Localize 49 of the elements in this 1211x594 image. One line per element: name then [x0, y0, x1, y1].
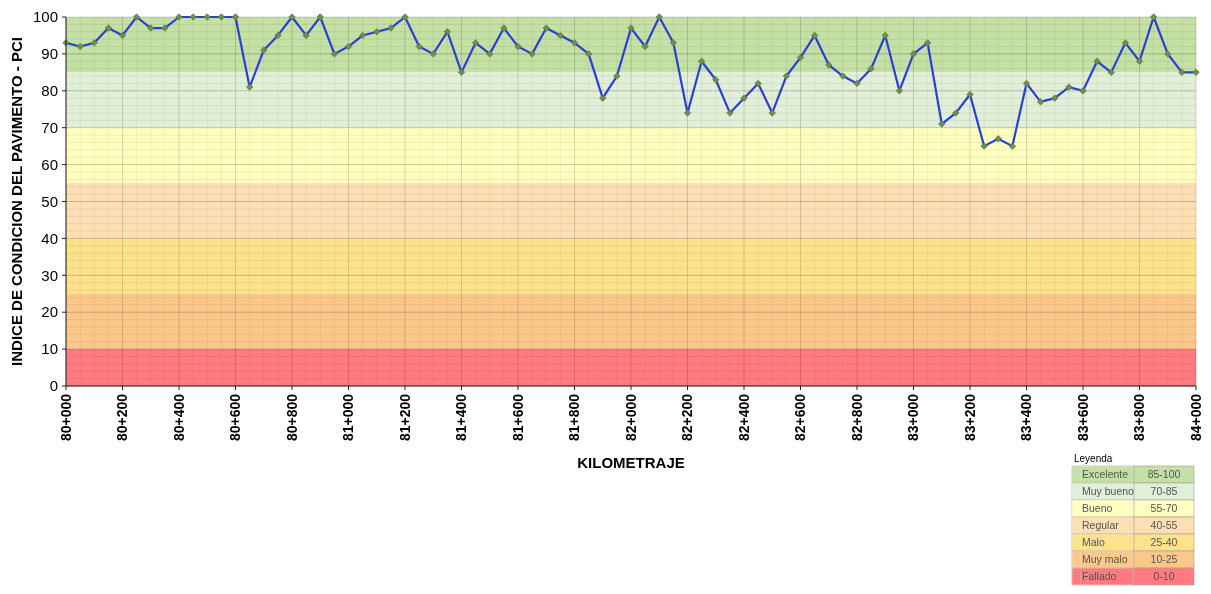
y-tick-label: 60: [41, 155, 58, 173]
legend-label: Bueno: [1082, 502, 1113, 515]
legend-label: Muy malo: [1082, 553, 1128, 566]
y-axis-title: INDICE DE CONDICION DEL PAVIMENTO - PCI: [8, 37, 25, 366]
text: 55-70: [1150, 502, 1178, 515]
y-tick-label: 80: [41, 82, 58, 100]
x-tick-label: 81+200: [396, 393, 413, 442]
legend-label: Regular: [1082, 519, 1120, 532]
legend-label: Muy bueno: [1082, 485, 1135, 498]
x-axis-title: KILOMETRAJE: [577, 454, 685, 471]
x-tick-label: 83+600: [1074, 393, 1091, 442]
x-tick-label: 81+800: [566, 393, 583, 442]
text: 0-10: [1153, 570, 1175, 583]
x-tick-label: 80+800: [283, 393, 300, 442]
x-tick-label: 82+400: [735, 393, 752, 442]
y-tick-label: 90: [41, 45, 58, 63]
x-tick-label: 81+600: [509, 393, 526, 442]
y-tick-label: 50: [41, 192, 58, 210]
x-tick-label: 82+000: [622, 393, 639, 442]
text: 70-85: [1150, 485, 1178, 498]
text: 25-40: [1150, 536, 1178, 549]
x-tick-label: 83+000: [905, 393, 922, 442]
text: 40-55: [1150, 519, 1178, 532]
y-tick-label: 30: [41, 266, 58, 284]
legend-label: Malo: [1082, 536, 1105, 549]
y-tick-label: 20: [41, 303, 58, 321]
x-tick-label: 80+000: [57, 393, 74, 442]
x-tick-label: 80+600: [227, 393, 244, 442]
legend-label: Fallado: [1082, 570, 1117, 583]
x-tick-label: 80+200: [114, 393, 131, 442]
y-tick-label: 10: [41, 340, 58, 358]
x-tick-label: 81+000: [340, 393, 357, 442]
legend-label: Excelente: [1082, 468, 1129, 481]
text: 10-25: [1150, 553, 1178, 566]
legend-title: Leyenda: [1074, 453, 1113, 464]
x-tick-label: 83+800: [1131, 393, 1148, 442]
text: 85-100: [1147, 468, 1181, 481]
x-tick-label: 81+400: [453, 393, 470, 442]
y-tick-label: 100: [32, 8, 58, 26]
y-tick-label: 0: [49, 377, 58, 395]
x-tick-label: 82+200: [679, 393, 696, 442]
y-tick-label: 70: [41, 118, 58, 136]
x-tick-label: 83+400: [1018, 393, 1035, 442]
x-tick-label: 83+200: [961, 393, 978, 442]
x-tick-label: 82+600: [792, 393, 809, 442]
x-tick-label: 80+400: [170, 393, 187, 442]
x-tick-label: 84+000: [1187, 393, 1204, 442]
x-tick-label: 82+800: [848, 393, 865, 442]
y-tick-label: 40: [41, 229, 58, 247]
